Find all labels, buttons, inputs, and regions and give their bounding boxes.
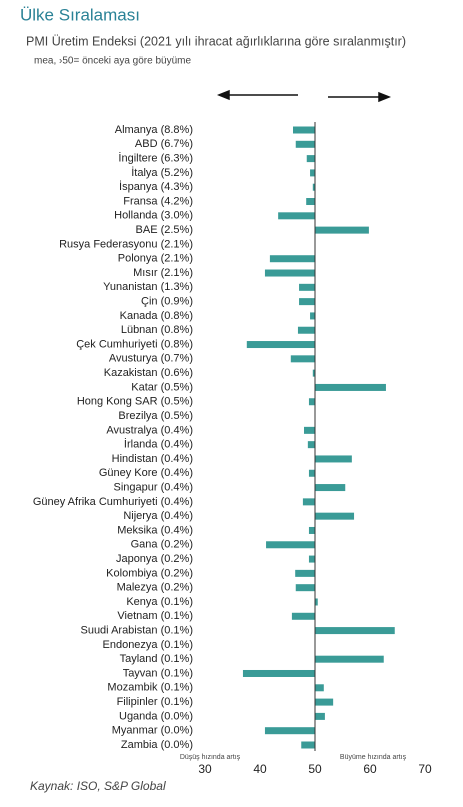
y-tick-label: Vietnam (0.1%) xyxy=(117,610,193,622)
bar xyxy=(295,140,315,148)
bar xyxy=(310,169,315,177)
bar xyxy=(308,526,315,534)
chart-subtitle: PMI Üretim Endeksi (2021 yılı ihracat ağ… xyxy=(26,34,406,48)
bar xyxy=(315,383,386,391)
y-tick-label: Güney Afrika Cumhuriyeti (0.4%) xyxy=(33,496,193,508)
y-tick-label: Çin (0.9%) xyxy=(141,296,193,308)
y-tick-label: Mısır (2.1%) xyxy=(133,267,193,279)
bar xyxy=(315,455,352,463)
y-tick-label: Fransa (4.2%) xyxy=(123,195,193,207)
y-tick-label: Gana (0.2%) xyxy=(131,539,193,551)
bar xyxy=(246,341,315,349)
bar xyxy=(290,355,315,363)
bar xyxy=(312,183,315,191)
bar xyxy=(307,441,315,449)
y-tick-label: Uganda (0.0%) xyxy=(119,710,193,722)
bar xyxy=(269,255,315,263)
bar xyxy=(264,269,315,277)
bar xyxy=(315,226,369,234)
y-tick-label: İspanya (4.3%) xyxy=(119,180,193,193)
y-tick-label: Singapur (0.4%) xyxy=(114,481,194,493)
bar xyxy=(293,126,315,134)
y-tick-label: Suudi Arabistan (0.1%) xyxy=(80,624,193,636)
bar xyxy=(315,484,346,492)
x-tick-label: 40 xyxy=(253,762,267,776)
x-tick-label: 30 xyxy=(198,762,212,776)
bar xyxy=(301,741,315,749)
y-tick-label: Çek Cumhuriyeti (0.8%) xyxy=(76,338,193,350)
y-tick-label: Zambia (0.0%) xyxy=(121,739,193,751)
x-tick-label: 70 xyxy=(418,762,432,776)
bar xyxy=(306,155,315,163)
y-tick-label: Myanmar (0.0%) xyxy=(112,725,193,737)
y-tick-label: Lübnan (0.8%) xyxy=(121,324,193,336)
y-tick-label: Kenya (0.1%) xyxy=(126,596,193,608)
x-tick-label: 60 xyxy=(363,762,377,776)
bar xyxy=(264,727,315,735)
bar xyxy=(315,627,395,635)
bar xyxy=(302,498,315,506)
bar xyxy=(315,512,355,520)
chart-title: Ülke Sıralaması xyxy=(20,5,140,24)
y-tick-label: Japonya (0.2%) xyxy=(116,553,193,565)
y-tick-label: ABD (6.7%) xyxy=(135,138,193,150)
y-tick-label: Tayvan (0.1%) xyxy=(123,667,193,679)
bar xyxy=(312,369,315,377)
y-tick-label: Mozambik (0.1%) xyxy=(107,682,193,694)
bar xyxy=(308,398,315,406)
y-tick-label: Filipinler (0.1%) xyxy=(117,696,193,708)
y-tick-label: Güney Kore (0.4%) xyxy=(99,467,193,479)
y-tick-label: İtalya (5.2%) xyxy=(131,166,193,179)
bar xyxy=(315,698,334,706)
y-tick-label: Endonezya (0.1%) xyxy=(103,639,194,651)
y-tick-label: Tayland (0.1%) xyxy=(120,653,193,665)
y-tick-label: Yunanistan (1.3%) xyxy=(103,281,193,293)
bar xyxy=(291,612,315,620)
y-tick-label: İrlanda (0.4%) xyxy=(124,438,193,451)
bar xyxy=(299,283,315,291)
bar xyxy=(242,669,315,677)
y-tick-label: Hindistan (0.4%) xyxy=(112,453,193,465)
y-tick-label: Avusturya (0.7%) xyxy=(109,353,193,365)
bar xyxy=(304,426,315,434)
bar xyxy=(315,655,384,663)
y-tick-label: Hollanda (3.0%) xyxy=(114,210,193,222)
left-axis-label: Düşüş hızında artış xyxy=(180,754,241,761)
y-tick-label: Kolombiya (0.2%) xyxy=(106,567,193,579)
bar xyxy=(278,212,315,220)
bar xyxy=(266,541,315,549)
bar xyxy=(306,198,315,206)
y-tick-label: Kanada (0.8%) xyxy=(120,310,193,322)
y-tick-label: Nijerya (0.4%) xyxy=(123,510,193,522)
y-tick-label: Hong Kong SAR (0.5%) xyxy=(77,396,193,408)
y-tick-label: İngiltere (6.3%) xyxy=(118,152,193,165)
bar xyxy=(297,326,315,334)
bar xyxy=(308,555,315,563)
x-tick-label: 50 xyxy=(308,762,322,776)
y-tick-label: Kazakistan (0.6%) xyxy=(104,367,193,379)
y-tick-label: Brezilya (0.5%) xyxy=(118,410,193,422)
y-tick-label: Rusya Federasyonu (2.1%) xyxy=(59,238,193,250)
bar xyxy=(308,469,315,477)
right-axis-label: Büyüme hızında artış xyxy=(340,754,407,761)
y-tick-label: Almanya (8.8%) xyxy=(115,124,193,136)
bar xyxy=(315,712,325,720)
bar xyxy=(295,584,315,592)
y-tick-label: Avustralya (0.4%) xyxy=(106,424,193,436)
bar xyxy=(310,312,315,320)
y-tick-label: Polonya (2.1%) xyxy=(118,253,193,265)
bar xyxy=(299,298,315,306)
y-tick-label: Malezya (0.2%) xyxy=(117,582,193,594)
bar xyxy=(295,569,315,577)
bar xyxy=(315,684,324,692)
chart-note: mea, ›50= önceki aya göre büyüme xyxy=(34,56,191,67)
y-tick-label: Katar (0.5%) xyxy=(131,381,193,393)
bar xyxy=(315,598,318,606)
y-tick-label: Meksika (0.4%) xyxy=(117,524,193,536)
arrows xyxy=(216,89,392,103)
y-tick-label: BAE (2.5%) xyxy=(136,224,193,236)
source: Kaynak: ISO, S&P Global xyxy=(30,779,166,793)
